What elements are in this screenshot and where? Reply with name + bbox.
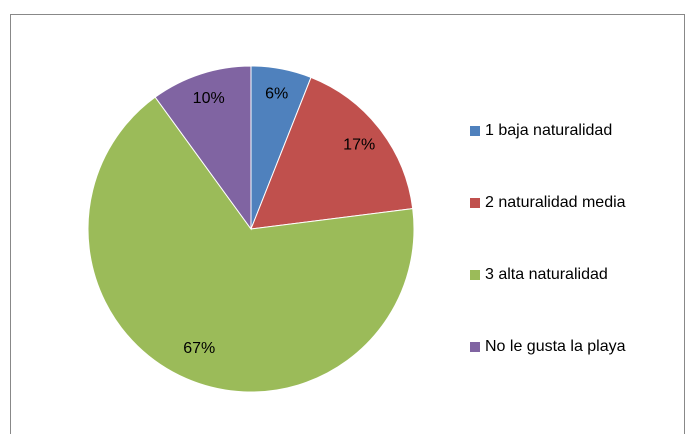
legend-label: No le gusta la playa [485,338,626,355]
legend-label: 1 baja naturalidad [485,122,612,139]
data-label: 6% [265,86,288,103]
pie-slice [250,76,414,230]
legend-swatch [470,270,480,280]
pie-slice [154,65,252,231]
data-label: 10% [193,90,225,107]
data-label: 67% [183,340,215,357]
legend-swatch [470,126,480,136]
pie-slice [87,96,415,393]
legend-swatch [470,198,480,208]
legend-swatch [470,342,480,352]
legend-label: 3 alta naturalidad [485,266,608,283]
data-label: 17% [343,136,375,153]
legend-label: 2 naturalidad media [485,194,626,211]
